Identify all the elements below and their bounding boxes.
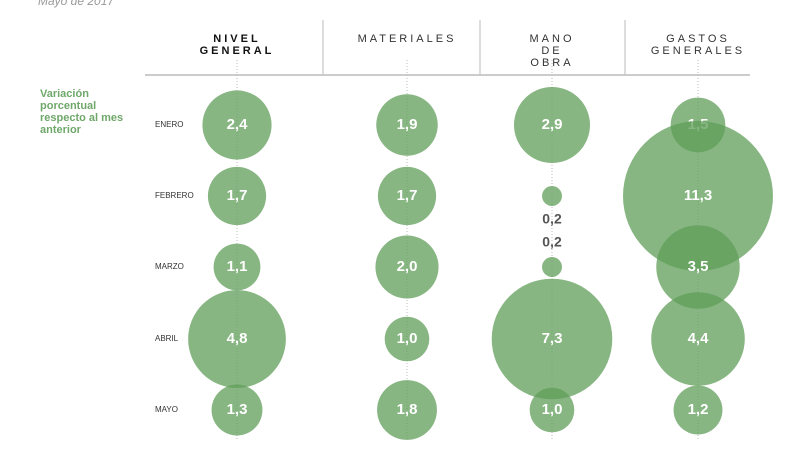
- value-label: 0,2: [542, 234, 562, 250]
- value-label: 1,7: [227, 187, 248, 204]
- value-label: 1,2: [688, 401, 709, 418]
- bubble: [188, 290, 286, 388]
- bubble: [491, 278, 613, 400]
- subtitle: Mayo de 2017: [38, 0, 115, 8]
- bubble: [202, 90, 272, 160]
- value-label: 2,9: [542, 116, 563, 133]
- bubble: [673, 385, 723, 435]
- value-label: 2,4: [227, 116, 249, 133]
- bubble: [529, 387, 575, 433]
- bubble: [376, 94, 438, 156]
- bubble: [514, 87, 590, 163]
- row-label: ENERO: [155, 120, 183, 129]
- bubble: [375, 235, 439, 299]
- value-label: 4,8: [227, 330, 248, 347]
- value-label: 7,3: [542, 330, 563, 347]
- value-label: 1,8: [397, 401, 418, 418]
- value-label: 0,2: [542, 211, 562, 227]
- bubble: [377, 166, 437, 226]
- column-header: MANO DE OBRA: [529, 33, 575, 69]
- value-label: 3,5: [688, 258, 709, 275]
- bubble: [377, 380, 437, 440]
- row-label: ABRIL: [155, 334, 179, 343]
- bubble: [651, 292, 745, 386]
- bubble: [207, 166, 267, 226]
- annotation: Variación porcentual respecto al mes ant…: [40, 88, 124, 136]
- value-label: 1,7: [397, 187, 418, 204]
- value-label: 1,0: [397, 330, 418, 347]
- bubble: [542, 186, 562, 206]
- row-label: MARZO: [155, 262, 184, 271]
- bubble: [211, 384, 263, 436]
- column-header: NIVEL GENERAL: [199, 33, 275, 57]
- bubble: [623, 121, 773, 271]
- value-label: 1,9: [397, 116, 418, 133]
- value-label: 1,0: [542, 401, 563, 418]
- value-label: 11,3: [684, 187, 712, 204]
- row-label: MAYO: [155, 405, 178, 414]
- bubble: [542, 257, 562, 277]
- column-header: GASTOS GENERALES: [650, 33, 746, 57]
- row-label: FEBRERO: [155, 191, 194, 200]
- value-label: 2,0: [397, 258, 418, 275]
- value-label: 1,3: [227, 401, 248, 418]
- bubble: [656, 225, 740, 309]
- column-header: MATERIALES: [357, 33, 457, 45]
- bubble: [213, 243, 261, 291]
- value-label: 1,1: [227, 258, 248, 275]
- bubble: [384, 316, 430, 362]
- value-label: 4,4: [688, 330, 710, 347]
